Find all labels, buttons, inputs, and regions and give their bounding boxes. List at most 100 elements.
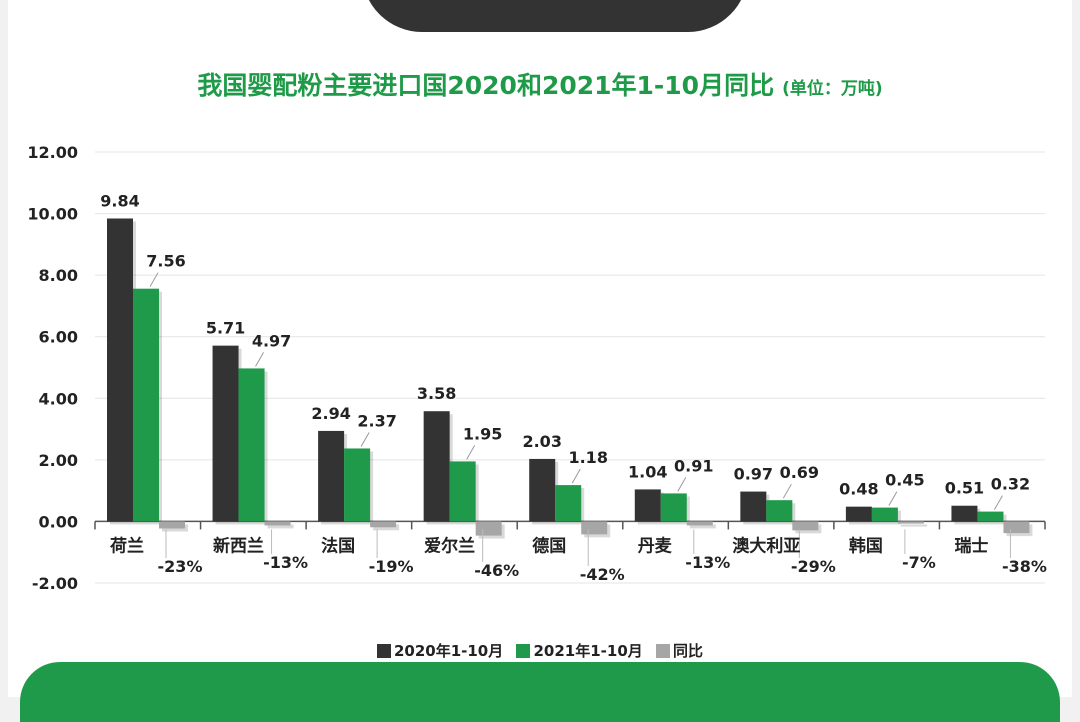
bar-2021: [660, 493, 687, 522]
y-tick-label: 10.00: [27, 205, 78, 224]
bar-2020: [318, 430, 345, 522]
bar-yoy: [475, 521, 502, 536]
data-label-yoy: -13%: [685, 553, 730, 572]
data-label-yoy: -38%: [1002, 557, 1047, 576]
legend-swatch: [376, 644, 391, 658]
x-category-label: 澳大利亚: [732, 535, 800, 556]
legend-label: 同比: [673, 642, 704, 660]
leader-line: [782, 483, 792, 499]
data-label-2020: 9.84: [100, 191, 139, 210]
bar-2020: [529, 458, 556, 522]
bar-2021: [344, 448, 371, 522]
bar-yoy: [370, 521, 397, 528]
y-tick-label: 6.00: [39, 328, 78, 347]
data-label-yoy: -7%: [902, 553, 936, 572]
legend-label: 2020年1-10月: [393, 642, 504, 660]
bar-yoy: [897, 521, 924, 524]
y-tick-label: 4.00: [39, 389, 78, 408]
bar-yoy: [264, 521, 291, 526]
data-label-2020: 2.94: [311, 404, 350, 423]
y-tick-label: 2.00: [39, 451, 78, 470]
data-label-2021: 2.37: [357, 411, 396, 430]
bottom-decoration: [20, 662, 1060, 722]
data-label-2020: 0.48: [839, 480, 878, 499]
bar-chart: 12.00 10.00 8.00 6.00 4.00 2.00 0.00 -2.00 9.84 7…: [27, 143, 1047, 593]
x-category-label: 爱尔兰: [424, 535, 475, 556]
bar-2020: [212, 345, 239, 522]
bar-yoy: [686, 521, 713, 526]
data-label-yoy: -42%: [580, 565, 625, 584]
bar-shadow: [900, 524, 927, 527]
y-tick-label: 0.00: [39, 512, 78, 531]
y-tick-label: 12.00: [27, 143, 78, 162]
data-label-yoy: -46%: [474, 561, 519, 580]
x-category-label: 德国: [532, 535, 566, 556]
data-label-2021: 4.97: [252, 331, 291, 350]
leader-line: [255, 352, 264, 367]
bar-shadow: [373, 524, 400, 531]
data-label-yoy: -13%: [263, 553, 308, 572]
bar-yoy: [159, 521, 185, 529]
leader-line: [149, 272, 159, 287]
bar-2021: [766, 500, 793, 522]
data-label-2021: 1.18: [568, 448, 607, 467]
chart-title: 我国婴配粉主要进口国2020和2021年1-10月同比 (单位：万吨): [0, 66, 1080, 102]
data-label-yoy: -23%: [158, 557, 203, 576]
leader-line: [994, 495, 1003, 510]
x-category-label: 瑞士: [954, 535, 988, 556]
leader-line: [360, 432, 370, 447]
bar-2021: [133, 288, 159, 522]
leader-line: [571, 468, 581, 484]
x-category-label: 新西兰: [213, 535, 264, 556]
data-label-2020: 1.04: [628, 462, 667, 481]
bar-shadow: [267, 524, 294, 529]
x-category-label: 荷兰: [110, 535, 144, 556]
bar-2020: [845, 506, 872, 522]
x-category-label: 法国: [321, 535, 355, 556]
bar-2021: [871, 507, 898, 522]
bar-2021: [238, 368, 265, 522]
data-label-2021: 0.32: [991, 475, 1030, 494]
bar-2021: [977, 511, 1004, 522]
x-category-label: 丹麦: [638, 535, 673, 556]
data-label-2021: 0.91: [674, 456, 713, 475]
bar-shadow: [689, 524, 716, 529]
title-unit: (单位：万吨): [782, 79, 883, 99]
bar-2021: [449, 461, 476, 522]
data-label-2020: 2.03: [522, 432, 561, 451]
top-decoration: [362, 0, 748, 32]
bar-2021: [555, 485, 582, 522]
leader-line: [677, 477, 687, 492]
title-text: 我国婴配粉主要进口国2020和2021年1-10月同比: [197, 71, 775, 100]
bar-2020: [951, 505, 978, 522]
bar-2020: [740, 491, 767, 522]
bar-2020: [423, 411, 450, 522]
data-label-2021: 0.69: [780, 463, 819, 482]
legend-swatch: [516, 644, 531, 658]
data-label-yoy: -19%: [369, 557, 414, 576]
data-label-2020: 5.71: [206, 319, 245, 338]
data-label-2020: 0.51: [945, 479, 984, 498]
y-tick-label: 8.00: [39, 266, 78, 285]
bar-2020: [107, 218, 133, 522]
data-label-2020: 0.97: [734, 465, 773, 484]
legend-swatch: [656, 644, 671, 658]
y-tick-label: -2.00: [32, 574, 78, 593]
bar-yoy: [1003, 521, 1030, 534]
legend-label: 2021年1-10月: [533, 642, 643, 660]
legend-item-yoy: 同比: [656, 642, 703, 660]
data-label-2021: 1.95: [463, 424, 502, 443]
data-label-2021: 7.56: [146, 252, 185, 271]
chart-card: [8, 0, 1072, 697]
bar-2020: [634, 489, 661, 522]
leader-line: [466, 445, 476, 460]
legend-item-2020: 2020年1-10月: [376, 642, 504, 660]
legend: 2020年1-10月 2021年1-10月 同比: [0, 640, 1080, 661]
leader-line: [888, 491, 898, 506]
x-category-label: 韩国: [849, 535, 883, 556]
data-label-2020: 3.58: [417, 384, 456, 403]
data-label-yoy: -29%: [791, 557, 836, 576]
bar-yoy: [792, 521, 819, 531]
legend-item-2021: 2021年1-10月: [516, 642, 643, 660]
data-label-2021: 0.45: [885, 471, 924, 490]
